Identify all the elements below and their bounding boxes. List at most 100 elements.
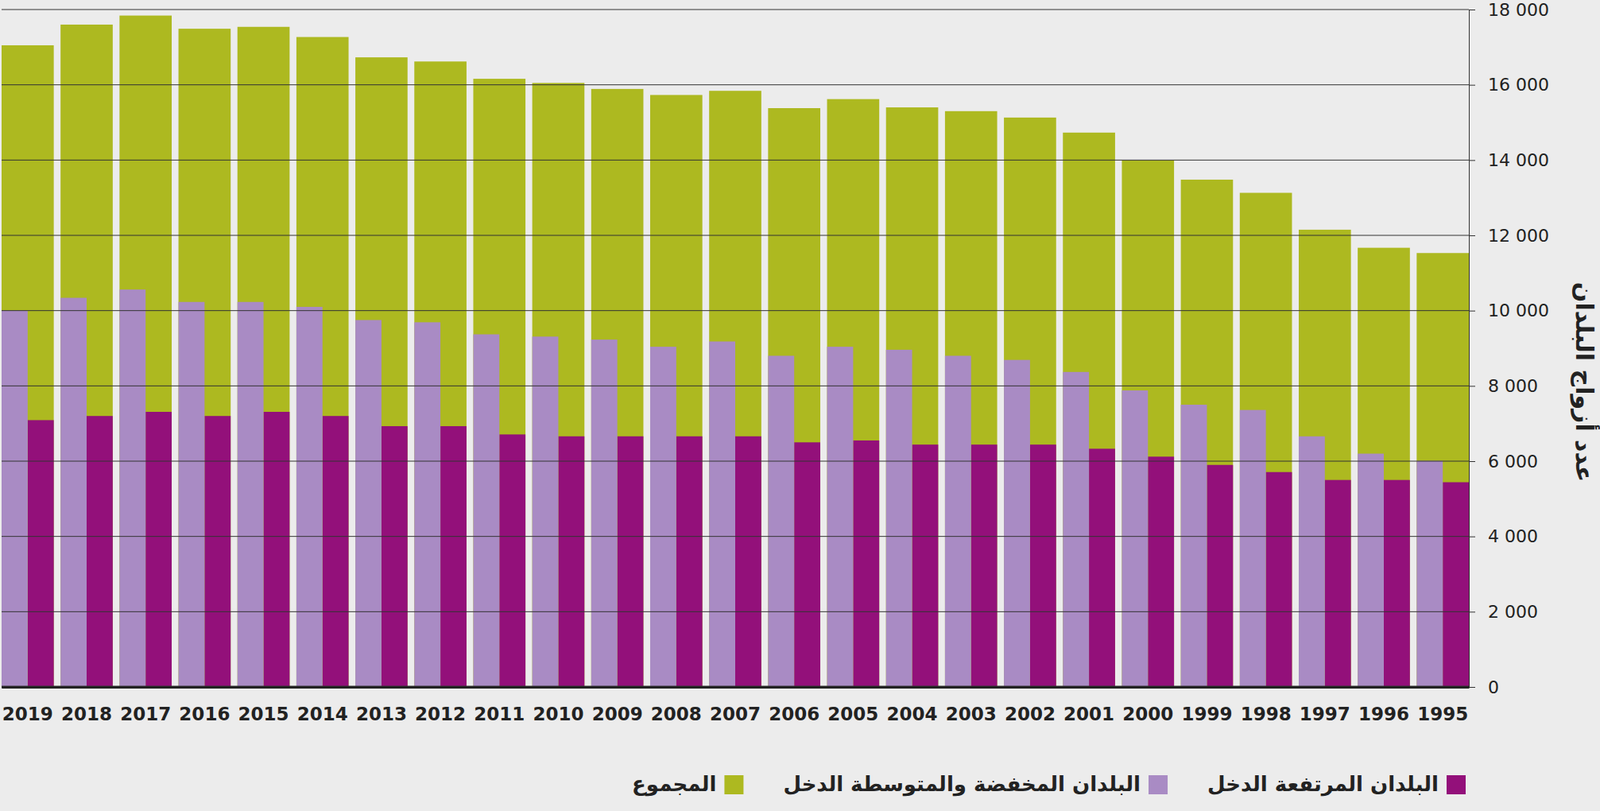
bar bbox=[852, 440, 880, 687]
tick: 1997 bbox=[1299, 686, 1351, 725]
bar bbox=[557, 436, 585, 687]
tick-label: 2008 bbox=[650, 703, 702, 725]
bar bbox=[1121, 390, 1148, 687]
tick-label: 4 000 bbox=[1487, 526, 1539, 547]
tick: 2010 bbox=[532, 686, 584, 725]
legend-label: البلدان المخفضة والمتوسطة الدخل bbox=[782, 771, 1141, 797]
tick-mark bbox=[1468, 9, 1476, 11]
tick-label: 12 000 bbox=[1487, 225, 1550, 246]
bar bbox=[735, 436, 762, 687]
bar bbox=[617, 436, 644, 687]
bar bbox=[178, 302, 206, 687]
bar bbox=[767, 355, 795, 687]
tick-label: 2005 bbox=[827, 703, 879, 725]
grid-line bbox=[1, 159, 1469, 161]
tick-label: 2000 bbox=[1122, 703, 1174, 725]
tick-label: 2018 bbox=[61, 703, 113, 725]
bar bbox=[708, 90, 762, 687]
tick: 6 000 bbox=[1468, 451, 1539, 472]
grid-line bbox=[1, 9, 1469, 11]
bar bbox=[440, 426, 467, 687]
bar bbox=[1003, 117, 1057, 687]
bar bbox=[886, 349, 913, 687]
bar bbox=[1357, 453, 1384, 687]
tick-mark bbox=[1468, 85, 1476, 86]
bar bbox=[414, 321, 441, 687]
grid-line bbox=[1, 685, 1469, 689]
bar bbox=[945, 355, 972, 687]
bar bbox=[355, 57, 408, 687]
tick: 2008 bbox=[650, 686, 702, 725]
tick-label: 2019 bbox=[2, 703, 54, 725]
grid-line bbox=[1, 385, 1469, 387]
tick: 2018 bbox=[61, 686, 113, 725]
tick-label: 2016 bbox=[178, 703, 230, 725]
grid-line bbox=[1, 461, 1469, 462]
bar bbox=[1416, 461, 1443, 687]
bar bbox=[532, 336, 559, 687]
grid-line bbox=[1, 611, 1469, 613]
tick-label: 2 000 bbox=[1487, 601, 1539, 622]
bar bbox=[1030, 444, 1057, 687]
tick: 2019 bbox=[2, 686, 54, 725]
tick: 1995 bbox=[1417, 686, 1469, 725]
tick-label: 2003 bbox=[945, 703, 997, 725]
bar bbox=[794, 441, 821, 687]
tick-mark bbox=[1468, 461, 1476, 462]
tick-label: 2013 bbox=[356, 703, 407, 725]
bar bbox=[1324, 480, 1352, 687]
bars bbox=[1, 15, 1469, 687]
bar bbox=[1442, 482, 1469, 687]
bar bbox=[676, 436, 703, 687]
x-axis: 2019201820172016201520142013201220112010… bbox=[2, 686, 1470, 725]
tick-label: 2002 bbox=[1004, 703, 1056, 725]
bar bbox=[1181, 179, 1234, 687]
tick: 2005 bbox=[827, 686, 879, 725]
bar bbox=[296, 37, 349, 687]
bar bbox=[1357, 247, 1411, 687]
tick: 1999 bbox=[1181, 686, 1232, 725]
bar bbox=[237, 27, 291, 687]
legend-label: المجموع bbox=[631, 771, 717, 797]
tick: 16 000 bbox=[1468, 74, 1550, 95]
bar bbox=[650, 94, 703, 687]
bar bbox=[912, 444, 939, 687]
bar bbox=[296, 306, 323, 687]
bar bbox=[1, 310, 28, 687]
bar bbox=[499, 433, 526, 687]
grid-line bbox=[1, 235, 1469, 237]
legend: البلدان المرتفعة الدخلالبلدان المخفضة وا… bbox=[631, 771, 1466, 797]
grid-line bbox=[1, 84, 1469, 86]
bar bbox=[1088, 448, 1116, 687]
tick: 2001 bbox=[1063, 686, 1115, 725]
bar bbox=[1062, 371, 1089, 687]
tick: 12 000 bbox=[1468, 225, 1550, 246]
tick: 2009 bbox=[592, 686, 644, 725]
bar bbox=[650, 346, 677, 687]
tick-label: 2007 bbox=[709, 703, 761, 725]
bar bbox=[414, 61, 467, 687]
tick-label: 0 bbox=[1487, 677, 1500, 698]
bar bbox=[532, 82, 585, 687]
bar bbox=[1416, 252, 1469, 687]
tick: 2016 bbox=[178, 686, 230, 725]
bar bbox=[355, 320, 382, 688]
tick: 0 bbox=[1468, 677, 1500, 698]
tick-label: 1995 bbox=[1417, 703, 1469, 725]
tick-label: 8 000 bbox=[1487, 375, 1539, 396]
bar bbox=[1062, 132, 1116, 687]
bar bbox=[1121, 159, 1174, 687]
bar bbox=[472, 333, 500, 687]
tick: 2006 bbox=[768, 686, 820, 725]
bar bbox=[1147, 456, 1174, 687]
tick: 8 000 bbox=[1468, 375, 1539, 396]
bar bbox=[86, 415, 113, 687]
tick: 2004 bbox=[887, 686, 938, 725]
tick-label: 2006 bbox=[768, 703, 820, 725]
series-bars bbox=[1, 289, 1443, 687]
tick-mark bbox=[1468, 235, 1476, 237]
bar bbox=[1181, 404, 1208, 687]
tick: 2014 bbox=[297, 686, 349, 725]
bar bbox=[119, 15, 172, 687]
bar bbox=[204, 415, 231, 687]
